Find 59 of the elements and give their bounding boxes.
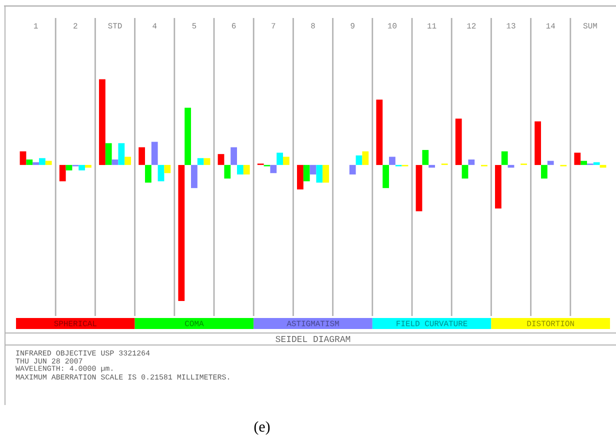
bar — [455, 118, 462, 165]
bar — [574, 152, 581, 165]
bar — [78, 164, 86, 170]
bar — [118, 143, 125, 165]
bar — [349, 164, 356, 174]
bar — [178, 164, 185, 302]
bar — [99, 79, 106, 165]
bar — [151, 142, 158, 165]
bar — [164, 164, 171, 174]
bar — [39, 158, 46, 165]
bar — [66, 164, 72, 170]
bar — [501, 151, 508, 165]
bar — [138, 147, 146, 165]
text: SEIDEL DIAGRAM — [276, 336, 350, 342]
bar — [224, 164, 231, 179]
bar — [230, 147, 238, 165]
bar — [191, 164, 198, 188]
bar — [59, 164, 66, 182]
bar — [158, 164, 164, 182]
bar — [283, 156, 290, 165]
text: (e) — [254, 421, 270, 435]
bar — [303, 164, 310, 182]
bar — [376, 100, 383, 165]
bar — [124, 156, 132, 165]
bar — [534, 121, 542, 165]
bar — [428, 164, 436, 168]
bar — [45, 160, 52, 165]
bar — [270, 164, 277, 174]
bar — [218, 154, 224, 165]
bar — [184, 108, 192, 165]
bar — [316, 164, 323, 183]
bar — [204, 158, 210, 165]
bar — [416, 164, 422, 212]
bar — [197, 158, 204, 165]
bar — [26, 160, 33, 165]
bar — [237, 164, 244, 174]
bar — [389, 156, 396, 165]
bar — [20, 151, 26, 165]
bar — [362, 151, 369, 165]
bar — [462, 164, 468, 179]
bar — [541, 164, 548, 179]
bar — [322, 164, 330, 183]
bar — [356, 155, 362, 165]
bar — [243, 164, 250, 174]
bar — [580, 160, 588, 165]
bar — [310, 164, 316, 174]
bar — [422, 150, 429, 165]
bar — [468, 160, 475, 165]
bar — [547, 160, 554, 165]
bar — [495, 164, 502, 208]
bar — [145, 164, 152, 183]
bar — [32, 162, 40, 165]
bar — [593, 162, 600, 165]
bar — [382, 164, 390, 188]
bar — [85, 164, 92, 168]
bar — [276, 152, 284, 165]
bar — [105, 143, 112, 165]
bar — [297, 164, 304, 190]
bar — [112, 160, 118, 165]
